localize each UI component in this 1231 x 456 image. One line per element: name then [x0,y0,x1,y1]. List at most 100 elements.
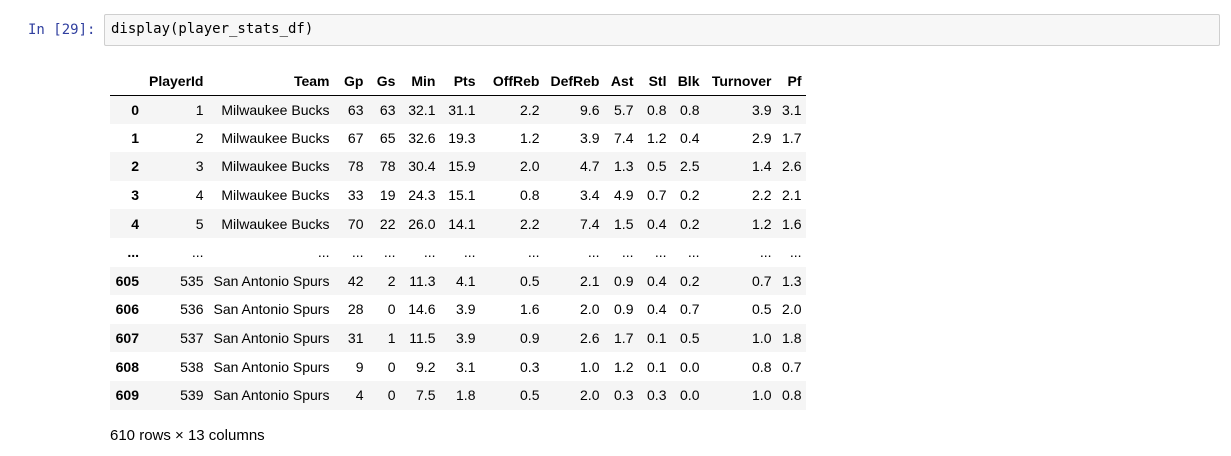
row-index: 609 [115,387,139,404]
table-cell: 3.9 [456,301,476,318]
table-cell: 1.5 [614,215,634,232]
table-cell: 0 [387,301,396,318]
table-cell: 2.9 [752,129,772,146]
row-index: 2 [131,158,139,175]
table-cell: 0.9 [520,330,540,347]
row-index: 3 [131,187,139,204]
table-cell: 30.4 [408,158,436,175]
table-cell: 0.7 [680,301,700,318]
column-header: Gp [334,67,369,96]
table-row: 2 3 Milwaukee Bucks 78 78 30.4 15.9 2.0 4.7 1.3 0.… [110,152,807,181]
table-cell: 32.6 [408,129,436,146]
table-cell: 0.5 [752,301,772,318]
table-cell: 2.2 [752,187,772,204]
table-row: 4 5 Milwaukee Bucks 70 22 26.0 14.1 2.2 7.4 1.5 0.… [110,209,807,238]
table-cell: ... [654,244,667,261]
table-cell: San Antonio Spurs [213,301,330,318]
table-cell: 7.4 [580,215,600,232]
table-cell: 14.1 [448,215,476,232]
table-cell: 3.9 [580,129,600,146]
table-cell: 3 [195,158,204,175]
table-cell: 9 [355,358,364,375]
table-cell: 2.2 [520,101,540,118]
row-index: 4 [131,215,139,232]
table-cell: 2.2 [520,215,540,232]
table-cell: 42 [347,272,364,289]
table-cell: Milwaukee Bucks [221,215,330,232]
table-cell: 536 [180,301,204,318]
table-cell: 1.4 [752,158,772,175]
table-cell: 1.2 [520,129,540,146]
table-cell: 0.5 [680,330,700,347]
table-cell: 0.8 [647,101,667,118]
table-cell: Milwaukee Bucks [221,101,330,118]
table-cell: 1.7 [782,129,802,146]
table-cell: 1.3 [782,272,802,289]
table-cell: 65 [379,129,396,146]
table-cell: 28 [347,301,364,318]
table-cell: 539 [180,387,204,404]
column-header: OffReb [480,67,545,96]
code-text[interactable]: display(player_stats_df) [111,21,314,37]
table-cell: Milwaukee Bucks [221,187,330,204]
table-cell: 14.6 [408,301,436,318]
table-cell: 1.3 [614,158,634,175]
table-cell: 0.5 [647,158,667,175]
table-cell: 78 [379,158,396,175]
table-cell: 0.8 [782,387,802,404]
table-cell: 0.4 [680,129,700,146]
code-input-area[interactable]: display(player_stats_df) [104,14,1220,46]
table-cell: 78 [347,158,364,175]
table-cell: 19.3 [448,129,476,146]
row-index: 605 [115,272,139,289]
table-cell: 0.3 [647,387,667,404]
table-cell: 0.5 [520,387,540,404]
table-cell: 7.5 [416,387,436,404]
table-cell: 0.7 [782,358,802,375]
dataframe-output: PlayerId Team Gp Gs Min Pts OffReb DefRe… [110,67,807,410]
table-cell: 0.3 [614,387,634,404]
column-header: Ast [604,67,639,96]
table-row: 1 2 Milwaukee Bucks 67 65 32.6 19.3 1.2 3.9 7.4 1.… [110,123,807,153]
table-cell: 0.4 [647,215,667,232]
table-cell: 11.5 [409,330,436,347]
table-cell: 2.0 [580,387,600,404]
row-index: ... [127,244,139,261]
table-cell: ... [587,244,600,261]
table-cell: 2 [195,129,204,146]
table-cell: 535 [180,272,204,289]
table-cell: 2.6 [580,330,600,347]
row-index: 606 [115,301,139,318]
table-cell: 0.2 [680,215,700,232]
table-cell: 1.2 [647,129,667,146]
table-cell: 2.1 [580,272,600,289]
table-cell: 538 [180,358,204,375]
table-cell: 9.6 [580,101,600,118]
table-cell: 0 [387,358,396,375]
table-cell: 5.7 [614,101,634,118]
column-header: Gs [368,67,401,96]
table-cell: 26.0 [408,215,436,232]
table-cell: 2 [387,272,396,289]
table-cell: 15.1 [448,187,476,204]
table-row: 3 4 Milwaukee Bucks 33 19 24.3 15.1 0.8 3.4 4.9 0.… [110,180,807,210]
table-cell: ... [621,244,634,261]
row-index: 1 [131,129,139,146]
table-cell: Milwaukee Bucks [221,129,330,146]
table-cell: 2.6 [782,158,802,175]
table-cell: 1.8 [782,330,802,347]
table-cell: 1.0 [752,330,772,347]
table-cell: ... [191,244,204,261]
row-index: 608 [115,358,139,375]
table-cell: 2.0 [782,301,802,318]
column-header: Pf [776,67,807,96]
table-cell: 2.1 [782,187,802,204]
column-header: DefReb [544,67,605,96]
input-prompt: In [29]: [28,22,96,38]
table-cell: 0.1 [647,358,667,375]
table-cell: 0.9 [614,301,634,318]
table-row: 606 536 San Antonio Spurs 28 0 14.6 3.9 1.6 2.0 0… [110,295,807,324]
table-cell: 4.9 [614,187,634,204]
table-cell: 67 [347,129,364,146]
table-cell: 9.2 [416,358,436,375]
